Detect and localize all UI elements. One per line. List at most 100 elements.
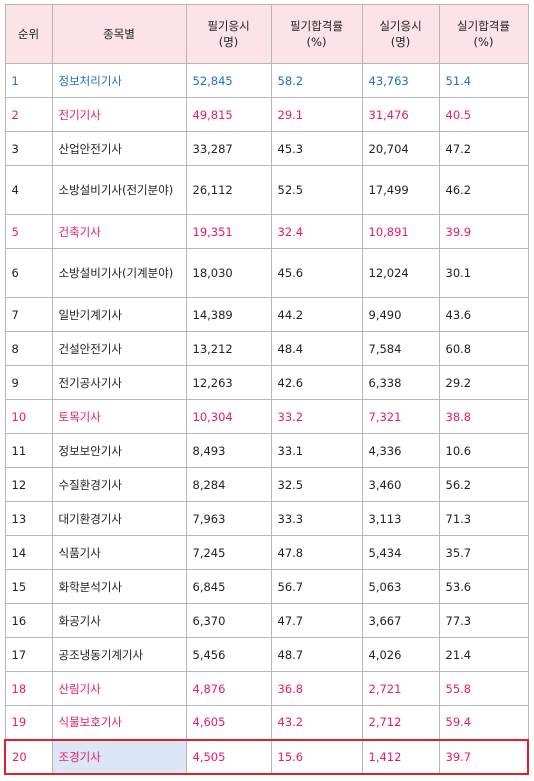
written-applicants-cell: 33,287: [185, 131, 272, 166]
practical-applicants-cell: 2,721: [361, 671, 440, 706]
rank-cell: 7: [4, 297, 53, 332]
written-pass-rate-cell: 45.3: [270, 131, 363, 166]
written-applicants-cell: 49,815: [185, 97, 272, 132]
written-pass-rate-cell: 43.2: [270, 705, 363, 740]
table-row: 9 전기공사기사 12,263 42.6 6,338 29.2: [4, 365, 529, 400]
practical-applicants-cell: 9,490: [361, 297, 440, 332]
practical-applicants-cell: 7,321: [361, 399, 440, 434]
written-applicants-cell: 12,263: [185, 365, 272, 400]
rank-cell: 19: [4, 705, 53, 740]
written-applicants-cell: 4,505: [185, 738, 272, 775]
table-row: 17 공조냉동기계기사 5,456 48.7 4,026 21.4: [4, 637, 529, 672]
practical-pass-rate-cell: 30.1: [438, 248, 529, 298]
table-row: 5 건축기사 19,351 32.4 10,891 39.9: [4, 214, 529, 249]
written-pass-rate-cell: 15.6: [270, 738, 363, 775]
written-applicants-cell: 7,963: [185, 501, 272, 536]
rank-cell: 8: [4, 331, 53, 366]
table-row: 11 정보보안기사 8,493 33.1 4,336 10.6: [4, 433, 529, 468]
written-applicants-cell: 52,845: [185, 63, 272, 98]
table-row: 12 수질환경기사 8,284 32.5 3,460 56.2: [4, 467, 529, 502]
table-row: 10 토목기사 10,304 33.2 7,321 38.8: [4, 399, 529, 434]
written-pass-rate-cell: 36.8: [270, 671, 363, 706]
written-applicants-cell: 6,370: [185, 603, 272, 638]
written-pass-rate-cell: 33.1: [270, 433, 363, 468]
practical-applicants-cell: 3,460: [361, 467, 440, 502]
practical-applicants-cell: 3,113: [361, 501, 440, 536]
rank-cell: 6: [4, 248, 53, 298]
written-applicants-cell: 14,389: [185, 297, 272, 332]
practical-pass-rate-cell: 39.7: [438, 738, 529, 775]
written-applicants-cell: 5,456: [185, 637, 272, 672]
practical-pass-rate-cell: 77.3: [438, 603, 529, 638]
header-name: 종목별: [51, 4, 187, 64]
written-applicants-cell: 10,304: [185, 399, 272, 434]
name-cell: 건설안전기사: [51, 331, 187, 366]
practical-pass-rate-cell: 38.8: [438, 399, 529, 434]
name-cell: 소방설비기사(전기분야): [51, 165, 187, 215]
written-pass-rate-cell: 44.2: [270, 297, 363, 332]
name-cell: 공조냉동기계기사: [51, 637, 187, 672]
practical-pass-rate-cell: 60.8: [438, 331, 529, 366]
name-cell: 산림기사: [51, 671, 187, 706]
practical-pass-rate-cell: 21.4: [438, 637, 529, 672]
written-pass-rate-cell: 42.6: [270, 365, 363, 400]
practical-pass-rate-cell: 40.5: [438, 97, 529, 132]
table-row: 14 식품기사 7,245 47.8 5,434 35.7: [4, 535, 529, 570]
name-cell: 일반기계기사: [51, 297, 187, 332]
written-pass-rate-cell: 52.5: [270, 165, 363, 215]
written-pass-rate-cell: 58.2: [270, 63, 363, 98]
table-row: 3 산업안전기사 33,287 45.3 20,704 47.2: [4, 131, 529, 166]
written-pass-rate-cell: 47.7: [270, 603, 363, 638]
name-cell: 화공기사: [51, 603, 187, 638]
name-cell: 식품기사: [51, 535, 187, 570]
rank-cell: 3: [4, 131, 53, 166]
table-row: 18 산림기사 4,876 36.8 2,721 55.8: [4, 671, 529, 706]
rank-cell: 11: [4, 433, 53, 468]
practical-pass-rate-cell: 43.6: [438, 297, 529, 332]
written-pass-rate-cell: 45.6: [270, 248, 363, 298]
header-row: 순위 종목별 필기응시 (명) 필기합격률 (%) 실기응시 (명) 실기합격률…: [4, 4, 529, 64]
rank-cell: 17: [4, 637, 53, 672]
name-cell: 산업안전기사: [51, 131, 187, 166]
header-rank: 순위: [4, 4, 53, 64]
practical-applicants-cell: 7,584: [361, 331, 440, 366]
practical-applicants-cell: 31,476: [361, 97, 440, 132]
written-applicants-cell: 6,845: [185, 569, 272, 604]
header-practical-pass-rate: 실기합격률 (%): [438, 4, 529, 64]
practical-pass-rate-cell: 39.9: [438, 214, 529, 249]
written-pass-rate-cell: 32.4: [270, 214, 363, 249]
rank-cell: 1: [4, 63, 53, 98]
practical-applicants-cell: 2,712: [361, 705, 440, 740]
written-applicants-cell: 19,351: [185, 214, 272, 249]
table-row: 4 소방설비기사(전기분야) 26,112 52.5 17,499 46.2: [4, 165, 529, 215]
name-cell: 전기기사: [51, 97, 187, 132]
table-row: 13 대기환경기사 7,963 33.3 3,113 71.3: [4, 501, 529, 536]
table-row: 19 식물보호기사 4,605 43.2 2,712 59.4: [4, 705, 529, 740]
table-row: 20 조경기사 4,505 15.6 1,412 39.7: [4, 738, 529, 775]
written-pass-rate-cell: 33.2: [270, 399, 363, 434]
practical-applicants-cell: 6,338: [361, 365, 440, 400]
name-cell: 수질환경기사: [51, 467, 187, 502]
name-cell: 정보보안기사: [51, 433, 187, 468]
name-cell: 화학분석기사: [51, 569, 187, 604]
practical-pass-rate-cell: 29.2: [438, 365, 529, 400]
table-row: 1 정보처리기사 52,845 58.2 43,763 51.4: [4, 63, 529, 98]
header-written-applicants: 필기응시 (명): [185, 4, 272, 64]
practical-applicants-cell: 20,704: [361, 131, 440, 166]
practical-pass-rate-cell: 10.6: [438, 433, 529, 468]
practical-pass-rate-cell: 71.3: [438, 501, 529, 536]
written-applicants-cell: 26,112: [185, 165, 272, 215]
name-cell: 조경기사: [51, 738, 187, 775]
rank-cell: 12: [4, 467, 53, 502]
written-applicants-cell: 18,030: [185, 248, 272, 298]
rank-cell: 5: [4, 214, 53, 249]
rank-cell: 9: [4, 365, 53, 400]
practical-applicants-cell: 5,063: [361, 569, 440, 604]
written-pass-rate-cell: 48.4: [270, 331, 363, 366]
practical-pass-rate-cell: 47.2: [438, 131, 529, 166]
written-pass-rate-cell: 29.1: [270, 97, 363, 132]
written-pass-rate-cell: 47.8: [270, 535, 363, 570]
rank-cell: 15: [4, 569, 53, 604]
rank-cell: 13: [4, 501, 53, 536]
table-row: 8 건설안전기사 13,212 48.4 7,584 60.8: [4, 331, 529, 366]
